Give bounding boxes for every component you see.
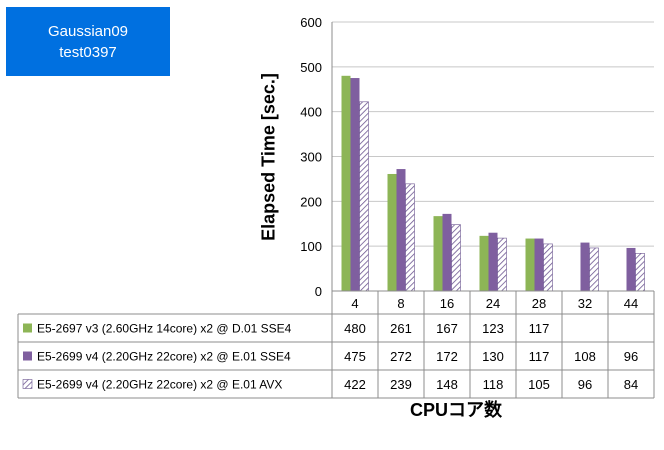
y-tick-label: 0	[315, 284, 322, 299]
data-label: 108	[574, 349, 596, 364]
bar	[589, 247, 599, 292]
x-tick-label: 24	[486, 296, 500, 311]
legend-key	[23, 323, 32, 333]
legend-entry: E5-2699 v4 (2.20GHz 22core) x2 @ E.01 SS…	[37, 350, 291, 364]
data-label: 480	[344, 321, 366, 336]
bar	[451, 224, 461, 292]
data-label: 130	[482, 349, 504, 364]
y-tick-label: 600	[300, 15, 322, 30]
x-tick-label: 28	[532, 296, 546, 311]
x-tick-label: 16	[440, 296, 454, 311]
data-label: 117	[529, 321, 550, 336]
legend-key	[22, 379, 33, 389]
y-tick-label: 400	[300, 105, 322, 120]
x-axis-label: CPUコア数	[409, 400, 502, 420]
data-label: 272	[390, 349, 412, 364]
bar	[626, 247, 636, 291]
data-label: 239	[390, 377, 412, 392]
data-label: 118	[483, 377, 504, 392]
data-label: 117	[529, 349, 550, 364]
bar	[580, 242, 590, 291]
x-tick-label: 8	[397, 296, 404, 311]
data-label: 422	[344, 377, 366, 392]
x-tick-label: 32	[578, 296, 592, 311]
data-label: 96	[624, 349, 638, 364]
legend-entry: E5-2697 v3 (2.60GHz 14core) x2 @ D.01 SS…	[37, 322, 292, 336]
chart-title-line1: Gaussian09	[47, 22, 129, 40]
bar	[396, 169, 406, 291]
bar	[479, 235, 489, 291]
data-label: 105	[528, 377, 550, 392]
bar	[543, 243, 553, 292]
bar	[405, 183, 415, 292]
bar	[534, 238, 544, 291]
legend-key	[23, 351, 32, 361]
bar	[387, 173, 397, 291]
x-tick-label: 44	[624, 296, 638, 311]
y-tick-label: 300	[300, 150, 322, 165]
y-tick-label: 200	[300, 194, 322, 209]
chart-title-box: Gaussian09 test0397	[6, 7, 170, 76]
data-label: 84	[624, 377, 638, 392]
data-label: 123	[482, 321, 504, 336]
chart-title-line2: test0397	[59, 43, 117, 61]
bar	[341, 75, 351, 291]
data-label: 148	[436, 377, 458, 392]
data-label: 96	[578, 377, 592, 392]
bar	[488, 232, 498, 291]
y-tick-label: 500	[300, 60, 322, 75]
data-label: 261	[390, 321, 412, 336]
data-label: 475	[344, 349, 366, 364]
data-label: 167	[436, 321, 458, 336]
bar	[350, 78, 360, 292]
bar	[442, 213, 452, 291]
bar	[359, 101, 369, 292]
y-axis-label: Elapsed Time [sec.]	[258, 73, 279, 241]
bar	[525, 238, 535, 291]
bar	[497, 237, 507, 292]
legend-entry: E5-2699 v4 (2.20GHz 22core) x2 @ E.01 AV…	[37, 378, 282, 392]
bar	[635, 253, 645, 292]
y-tick-label: 100	[300, 239, 322, 254]
x-tick-label: 4	[351, 296, 358, 311]
bar	[433, 216, 443, 291]
x-axis-label-wrap: CPUコア数	[0, 396, 664, 422]
data-label: 172	[436, 349, 458, 364]
